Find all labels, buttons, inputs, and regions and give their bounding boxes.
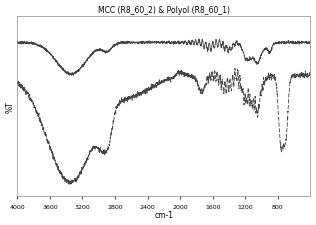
Title: MCC (R8_60_2) & Polyol (R8_60_1): MCC (R8_60_2) & Polyol (R8_60_1): [98, 6, 230, 14]
X-axis label: cm-1: cm-1: [155, 211, 173, 219]
Y-axis label: %T: %T: [6, 101, 15, 112]
